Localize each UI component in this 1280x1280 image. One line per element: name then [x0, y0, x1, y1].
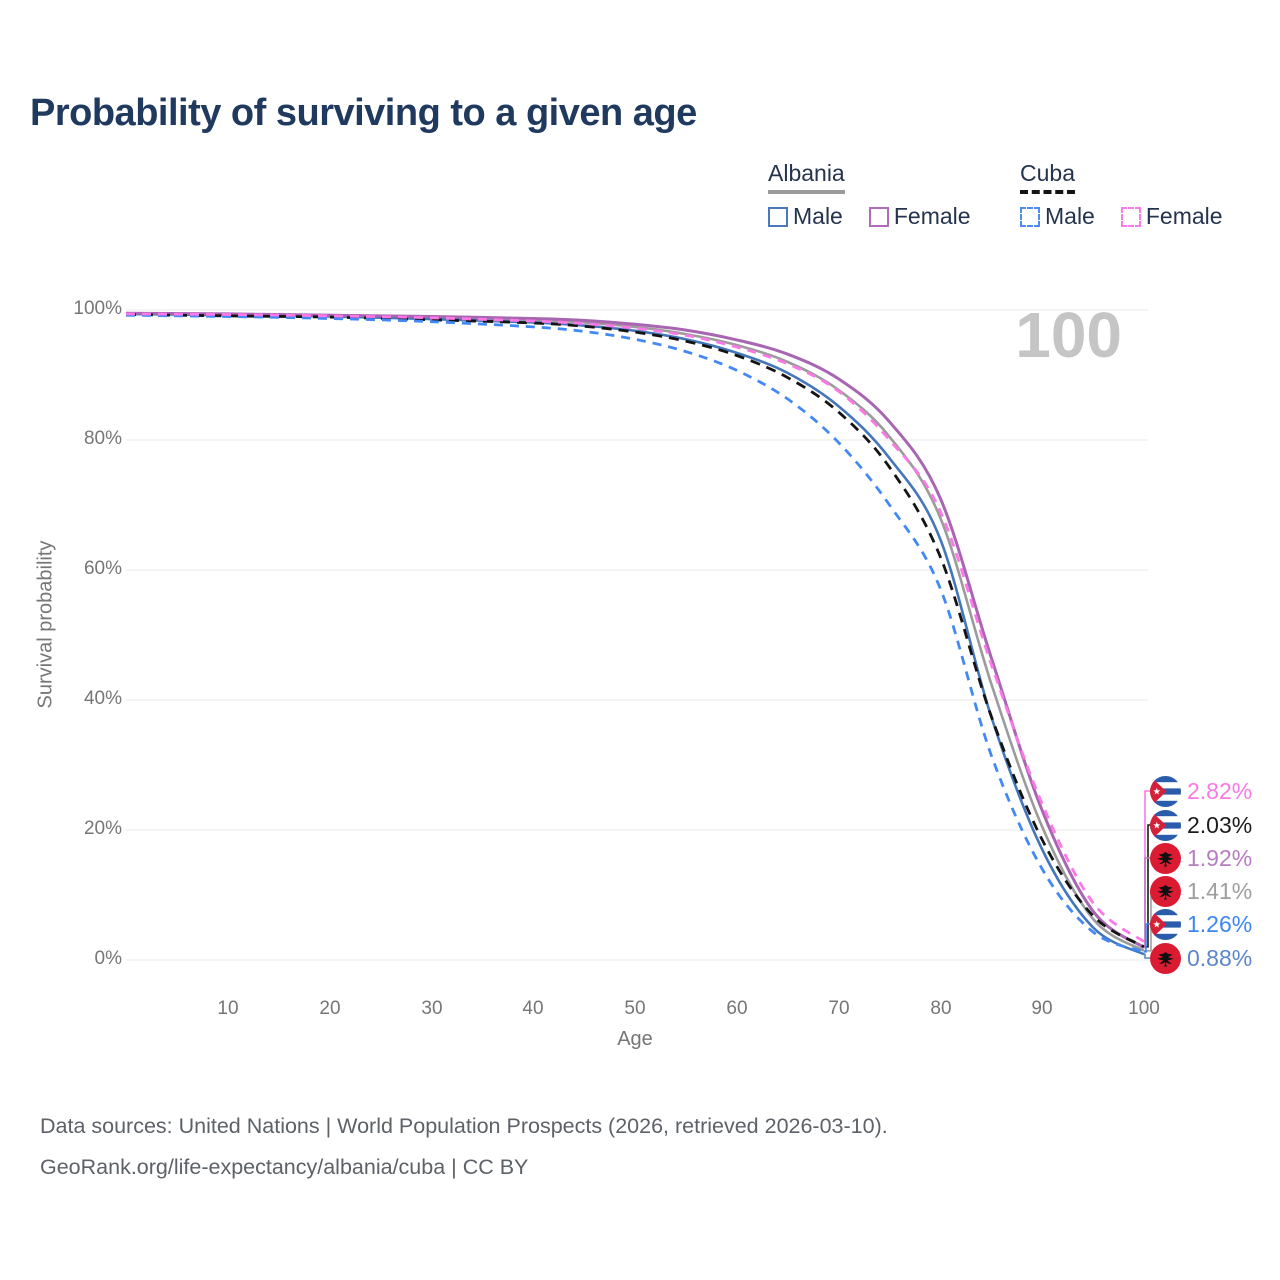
- legend-group-cuba: Cuba Male Female: [1020, 160, 1223, 230]
- x-tick: 40: [522, 998, 544, 1019]
- attribution-line: GeoRank.org/life-expectancy/albania/cuba…: [40, 1155, 529, 1180]
- end-value-label: 0.88%: [1187, 944, 1253, 971]
- x-tick: 80: [930, 998, 952, 1019]
- cuba-flag-icon: [1150, 775, 1181, 807]
- albania-male-swatch: [768, 206, 788, 227]
- end-value-label: 2.03%: [1187, 811, 1253, 838]
- age-counter-watermark: 100: [1015, 299, 1122, 371]
- y-tick: 60%: [83, 558, 122, 579]
- data-sources-line: Data sources: United Nations | World Pop…: [40, 1114, 888, 1138]
- end-label-cuba-male: 1.26%: [1150, 907, 1252, 941]
- end-label-albania-male: 0.88%: [1150, 941, 1252, 975]
- end-label-albania-total: 1.41%: [1150, 874, 1252, 908]
- footer: Data sources: United Nations | World Pop…: [40, 1106, 888, 1189]
- y-tick: 40%: [83, 688, 122, 709]
- x-axis-title: Age: [617, 1028, 653, 1050]
- x-tick: 30: [421, 998, 443, 1019]
- end-value-label: 1.41%: [1187, 877, 1253, 904]
- albania-flag-icon: [1150, 875, 1181, 907]
- legend-item-albania-male[interactable]: Male: [768, 203, 843, 230]
- x-tick: 70: [828, 998, 850, 1019]
- legend-country-albania[interactable]: Albania: [768, 160, 845, 194]
- end-value-label: 2.82%: [1187, 777, 1253, 804]
- x-tick: 20: [319, 998, 341, 1019]
- y-tick: 80%: [83, 428, 122, 449]
- cuba-flag-icon: [1150, 908, 1181, 940]
- x-tick: 50: [624, 998, 646, 1019]
- legend-group-albania: Albania Male Female: [768, 160, 971, 230]
- end-value-label: 1.92%: [1187, 844, 1253, 871]
- albania-female-swatch: [868, 206, 889, 227]
- x-tick: 100: [1128, 998, 1160, 1019]
- y-tick: 20%: [83, 818, 122, 839]
- page-title: Probability of surviving to a given age: [30, 92, 697, 134]
- albania-flag-icon: [1150, 842, 1181, 874]
- legend-item-label: Male: [1045, 203, 1095, 229]
- cuba-flag-icon: [1150, 809, 1181, 841]
- end-label-cuba-female: 2.82%: [1150, 774, 1252, 808]
- legend-item-albania-female[interactable]: Female: [868, 203, 971, 230]
- x-tick: 60: [726, 998, 748, 1019]
- end-value-label: 1.26%: [1187, 910, 1253, 937]
- x-tick: 90: [1031, 998, 1053, 1019]
- y-tick: 100%: [73, 298, 122, 319]
- y-tick: 0%: [94, 948, 122, 969]
- legend-item-label: Female: [1145, 203, 1223, 229]
- legend-item-label: Male: [793, 203, 843, 229]
- end-label-cuba-total: 2.03%: [1150, 808, 1252, 842]
- cuba-male-swatch: [1020, 206, 1040, 227]
- cuba-female-swatch: [1120, 206, 1141, 227]
- x-tick: 10: [217, 998, 239, 1019]
- legend-item-cuba-female[interactable]: Female: [1120, 203, 1223, 230]
- end-label-albania-female: 1.92%: [1150, 841, 1252, 875]
- legend-country-cuba[interactable]: Cuba: [1020, 160, 1075, 194]
- albania-flag-icon: [1150, 942, 1181, 974]
- legend-item-cuba-male[interactable]: Male: [1020, 203, 1095, 230]
- y-axis-title: Survival probability: [34, 540, 57, 709]
- legend-item-label: Female: [893, 203, 971, 229]
